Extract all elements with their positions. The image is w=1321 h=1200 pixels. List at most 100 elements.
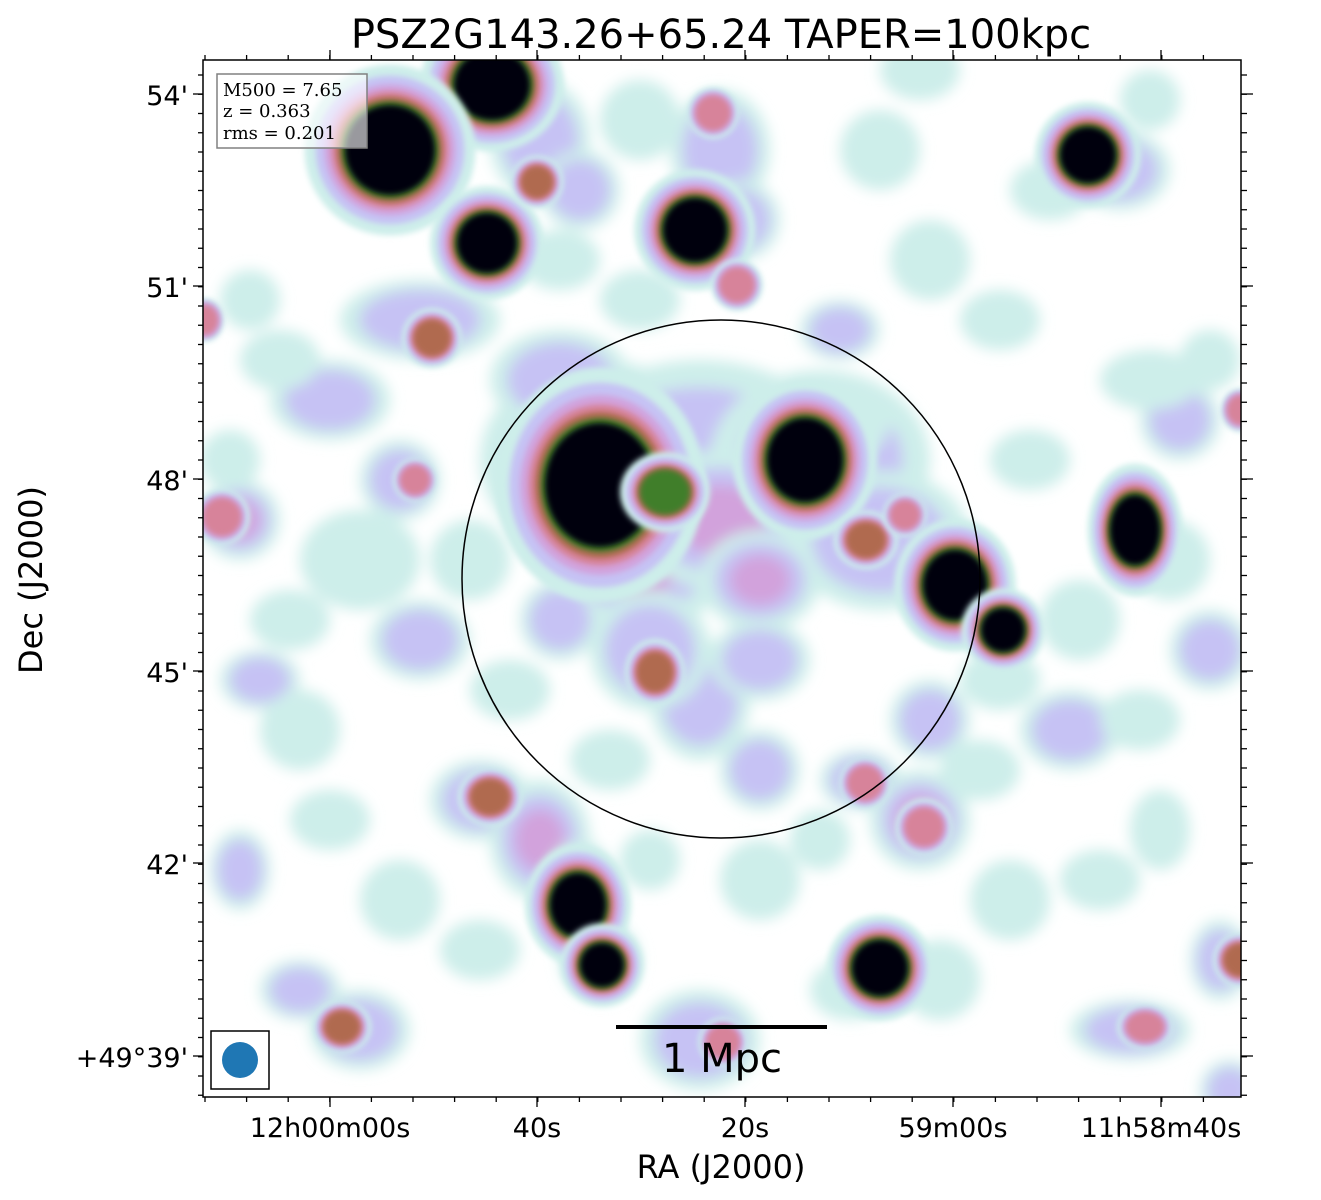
emission-halo (600, 80, 680, 160)
emission-halo (970, 860, 1050, 940)
emission-halo (620, 830, 680, 890)
emission-mid (1207, 1067, 1241, 1097)
compact-source (393, 458, 437, 502)
beam-ellipse (222, 1042, 258, 1078)
emission-halo (470, 660, 550, 720)
plot-frame (202, 59, 1242, 1098)
emission-halo (360, 860, 440, 940)
axis-ticks (193, 50, 1253, 1107)
emission-halo (940, 740, 1020, 800)
compact-source (401, 307, 463, 369)
emission-halo (880, 60, 960, 100)
y-tick-label: 48' (146, 466, 188, 497)
compact-source (732, 380, 878, 540)
compact-source (560, 923, 644, 1007)
y-axis-label: Dec (J2000) (12, 486, 50, 674)
x-tick-label: 40s (513, 1113, 561, 1144)
emission-halo (220, 270, 280, 330)
compact-source (619, 451, 711, 533)
radio-image (203, 60, 1241, 1097)
emission-halo (720, 840, 800, 920)
compact-source (510, 155, 564, 209)
emission-mid (1180, 620, 1240, 680)
compact-source (711, 259, 763, 311)
compact-source (1220, 388, 1241, 432)
emission-mid (1032, 700, 1108, 760)
info-m500: M500 = 7.65 (223, 80, 342, 101)
compact-source (883, 493, 927, 537)
emission-halo (890, 220, 970, 300)
emission-halo (1180, 330, 1240, 390)
compact-source (312, 1000, 372, 1054)
compact-source (430, 186, 544, 300)
emission-mid (382, 610, 458, 670)
emission-halo (840, 110, 920, 190)
emission-halo (300, 510, 420, 610)
emission-halo (1060, 850, 1140, 910)
emission-halo (600, 270, 680, 330)
x-tick-label: 20s (721, 1113, 769, 1144)
emission-mid (730, 740, 790, 800)
emission-halo (250, 590, 330, 650)
compact-source (895, 798, 953, 856)
r500-circle (461, 319, 981, 839)
emission-mid (285, 370, 375, 430)
compact-source (698, 1017, 748, 1067)
scale-bar: 1 Mpc (616, 1025, 827, 1082)
plot-title: PSZ2G143.26+65.24 TAPER=100kpc (351, 12, 1091, 58)
y-tick-label: +49°39' (76, 1043, 188, 1074)
y-tick-label: 51' (146, 273, 188, 304)
x-axis-label: RA (J2000) (637, 1148, 806, 1186)
emission-mid (270, 967, 330, 1013)
emission-bright (730, 555, 790, 605)
x-tick-label: 12h00m00s (250, 1113, 411, 1144)
info-box: M500 = 7.65 z = 0.363 rms = 0.201 (216, 73, 368, 149)
compact-source (457, 767, 523, 827)
y-tick-label: 45' (146, 658, 188, 689)
compact-source (1087, 463, 1183, 597)
emission-halo (1120, 70, 1180, 130)
emission-halo (570, 730, 650, 790)
emission-mid (530, 590, 590, 650)
x-tick-label: 11h58m40s (1081, 1113, 1242, 1144)
emission-halo (290, 790, 370, 850)
compact-source (1212, 932, 1241, 988)
emission-halo (430, 520, 510, 600)
y-tick-label: 54' (146, 81, 188, 112)
emission-halo (203, 430, 260, 490)
compact-sources (203, 60, 1241, 1067)
emission-halo (260, 690, 340, 770)
compact-source (624, 638, 686, 706)
emission-halo (1100, 690, 1180, 750)
compact-source (1116, 1004, 1174, 1050)
beam-indicator (210, 1030, 270, 1090)
emission-halo (240, 330, 320, 390)
x-tick-label: 59m00s (898, 1113, 1007, 1144)
y-tick-label: 42' (146, 850, 188, 881)
info-rms: rms = 0.201 (223, 123, 336, 144)
compact-source (1034, 101, 1142, 209)
compact-source (826, 914, 934, 1022)
emission-mid (722, 630, 798, 690)
compact-source (495, 367, 705, 603)
emission-halo (1100, 350, 1200, 410)
emission-mid (810, 307, 870, 353)
compact-source (961, 588, 1045, 672)
emission-mid (230, 657, 290, 703)
emission-halo (960, 290, 1040, 350)
compact-source (203, 298, 225, 342)
compact-source (203, 488, 251, 546)
compact-source (833, 510, 899, 570)
emission-mid (900, 690, 960, 750)
emission-halo (790, 810, 850, 870)
scale-bar-label: 1 Mpc (662, 1036, 782, 1082)
emission-mid (550, 160, 610, 220)
compact-source (634, 169, 756, 291)
emission-mid (217, 840, 263, 900)
info-redshift: z = 0.363 (223, 101, 311, 122)
emission-halo (990, 430, 1070, 490)
emission-halo (440, 920, 520, 980)
compact-source (687, 87, 739, 139)
compact-source (839, 757, 891, 809)
